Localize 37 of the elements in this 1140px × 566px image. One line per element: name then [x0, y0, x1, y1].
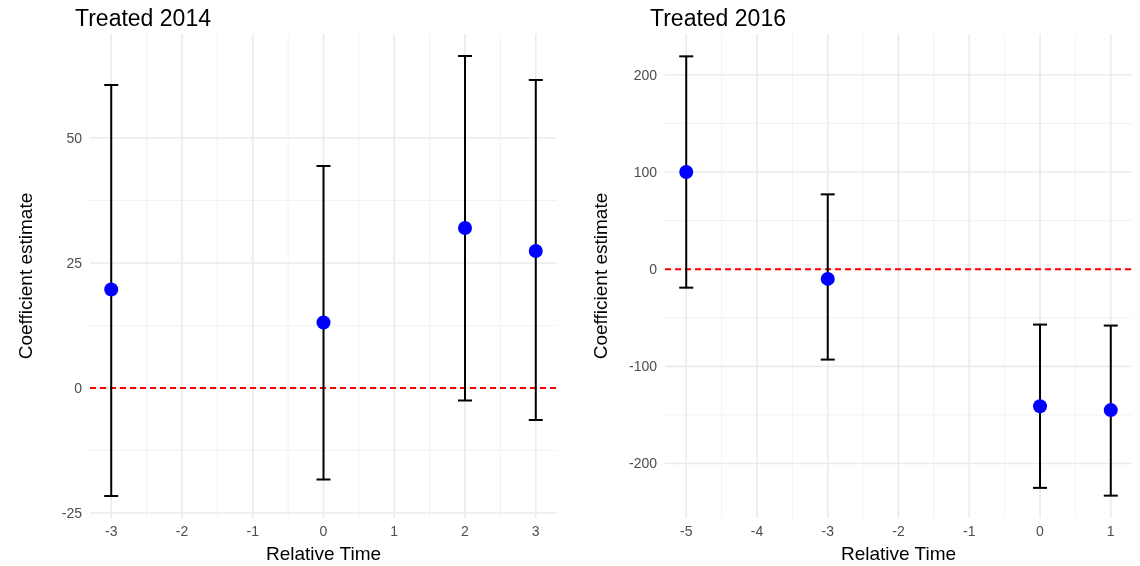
x-tick-label: -3	[821, 523, 835, 539]
y-tick-label: -25	[61, 504, 83, 521]
y-axis-title: Coefficient estimate	[15, 192, 36, 360]
y-tick-label: 25	[66, 254, 83, 271]
x-tick-label: 2	[461, 523, 470, 539]
x-axis-title: Relative Time	[265, 543, 382, 564]
x-tick-label: -2	[892, 523, 905, 539]
y-tick-label: -100	[628, 358, 658, 375]
y-tick-label: 200	[633, 66, 658, 83]
y-tick-label: 100	[633, 163, 658, 180]
x-tick-label: 3	[531, 523, 540, 539]
y-tick-label: 50	[66, 129, 83, 146]
chart-title: Treated 2014	[75, 5, 212, 31]
point	[528, 244, 543, 258]
point	[458, 221, 473, 235]
point	[104, 282, 119, 297]
point	[679, 165, 694, 180]
x-tick-label: -1	[963, 523, 976, 539]
y-tick-label: 0	[74, 379, 83, 396]
x-tick-label: -5	[680, 523, 693, 539]
point	[316, 315, 331, 330]
x-tick-label: 0	[319, 523, 328, 539]
x-tick-label: -2	[175, 523, 189, 539]
chart-title: Treated 2016	[650, 5, 786, 31]
x-tick-label: 0	[1036, 523, 1045, 539]
x-tick-label: 1	[1106, 523, 1115, 539]
point	[1103, 403, 1118, 418]
y-tick-label: -200	[628, 455, 658, 472]
x-tick-label: -4	[750, 523, 764, 539]
y-tick-label: 0	[649, 261, 658, 278]
y-axis-title: Coefficient estimate	[590, 192, 611, 360]
x-axis-title: Relative Time	[840, 543, 957, 564]
x-tick-label: -3	[105, 523, 118, 539]
point	[820, 271, 835, 286]
x-tick-label: -1	[246, 523, 260, 539]
x-tick-label: 1	[390, 523, 399, 539]
point	[1033, 399, 1048, 414]
